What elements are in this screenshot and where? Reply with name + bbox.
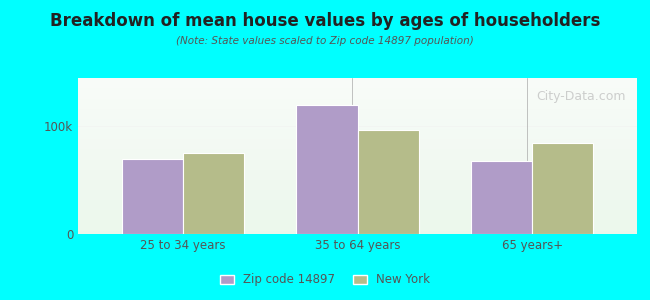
Bar	[122, 159, 183, 234]
Bar	[122, 159, 183, 234]
Bar	[358, 130, 419, 234]
Text: Breakdown of mean house values by ages of householders: Breakdown of mean house values by ages o…	[50, 12, 600, 30]
Legend: Zip code 14897, New York: Zip code 14897, New York	[214, 269, 436, 291]
Bar	[183, 153, 244, 234]
Bar	[532, 142, 593, 234]
Text: City-Data.com: City-Data.com	[536, 91, 626, 103]
Bar	[296, 105, 358, 234]
Bar	[183, 153, 244, 234]
Bar	[296, 105, 358, 234]
Text: (Note: State values scaled to Zip code 14897 population): (Note: State values scaled to Zip code 1…	[176, 36, 474, 46]
Bar	[471, 161, 532, 234]
Bar	[471, 161, 532, 234]
Bar	[532, 142, 593, 234]
Bar	[358, 130, 419, 234]
